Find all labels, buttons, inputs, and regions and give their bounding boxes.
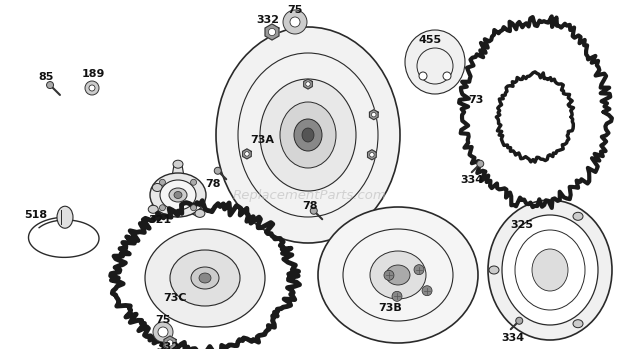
Ellipse shape (173, 160, 183, 168)
Ellipse shape (573, 212, 583, 220)
Ellipse shape (294, 119, 322, 151)
Polygon shape (169, 164, 187, 195)
Circle shape (443, 72, 451, 80)
Circle shape (477, 160, 484, 167)
Circle shape (414, 265, 424, 275)
Polygon shape (304, 79, 312, 89)
Circle shape (384, 270, 394, 280)
Circle shape (159, 205, 166, 211)
Text: 73C: 73C (163, 293, 187, 303)
Circle shape (310, 207, 317, 214)
Circle shape (268, 28, 276, 36)
Polygon shape (265, 24, 279, 40)
Text: 189: 189 (81, 69, 105, 79)
Circle shape (370, 153, 374, 157)
Ellipse shape (169, 188, 187, 202)
Text: 73: 73 (468, 95, 484, 105)
Polygon shape (151, 186, 183, 213)
Ellipse shape (318, 207, 478, 343)
Ellipse shape (573, 320, 583, 328)
Circle shape (153, 322, 173, 342)
Ellipse shape (488, 200, 612, 340)
Ellipse shape (302, 128, 314, 142)
Text: 75: 75 (287, 5, 303, 15)
Ellipse shape (191, 267, 219, 289)
Circle shape (190, 179, 197, 185)
Ellipse shape (386, 265, 410, 285)
Text: 85: 85 (38, 72, 54, 82)
Ellipse shape (489, 266, 499, 274)
Circle shape (89, 85, 95, 91)
Circle shape (290, 17, 300, 27)
Circle shape (371, 112, 376, 117)
Circle shape (516, 317, 523, 324)
Text: 78: 78 (303, 201, 317, 211)
Ellipse shape (532, 249, 568, 291)
Text: 332: 332 (257, 15, 280, 25)
Ellipse shape (160, 180, 196, 210)
Ellipse shape (153, 184, 162, 192)
Polygon shape (156, 184, 180, 202)
Ellipse shape (260, 79, 356, 191)
Ellipse shape (150, 173, 206, 217)
Ellipse shape (280, 102, 336, 168)
Polygon shape (172, 187, 203, 216)
Text: 75: 75 (156, 315, 171, 325)
Text: 325: 325 (510, 220, 533, 230)
Polygon shape (368, 150, 376, 160)
Ellipse shape (502, 215, 598, 325)
Circle shape (85, 81, 99, 95)
Text: 73A: 73A (250, 135, 274, 145)
Text: 518: 518 (24, 210, 48, 220)
Ellipse shape (174, 192, 182, 199)
Text: 455: 455 (418, 35, 441, 45)
Ellipse shape (370, 251, 426, 299)
Ellipse shape (216, 27, 400, 243)
Circle shape (245, 152, 249, 156)
Circle shape (392, 291, 402, 301)
Ellipse shape (57, 206, 73, 228)
Text: 321: 321 (148, 215, 172, 225)
Text: ReplacementParts.com: ReplacementParts.com (233, 188, 387, 201)
Text: 78: 78 (205, 179, 221, 189)
Circle shape (419, 72, 427, 80)
Circle shape (46, 82, 53, 89)
Polygon shape (164, 336, 176, 349)
Circle shape (215, 167, 221, 174)
Text: 334: 334 (502, 333, 525, 343)
Circle shape (422, 286, 432, 296)
Text: 334: 334 (461, 175, 484, 185)
Ellipse shape (195, 209, 205, 217)
Text: 332: 332 (156, 342, 180, 349)
Circle shape (283, 10, 307, 34)
Circle shape (159, 179, 166, 185)
Ellipse shape (145, 229, 265, 327)
Ellipse shape (405, 30, 465, 94)
Ellipse shape (148, 205, 158, 213)
Text: 73B: 73B (378, 303, 402, 313)
Ellipse shape (199, 273, 211, 283)
Circle shape (167, 340, 173, 346)
Circle shape (190, 205, 197, 211)
Polygon shape (370, 110, 378, 120)
Circle shape (158, 327, 168, 337)
Ellipse shape (170, 250, 240, 306)
Circle shape (306, 82, 310, 86)
Polygon shape (242, 149, 251, 159)
